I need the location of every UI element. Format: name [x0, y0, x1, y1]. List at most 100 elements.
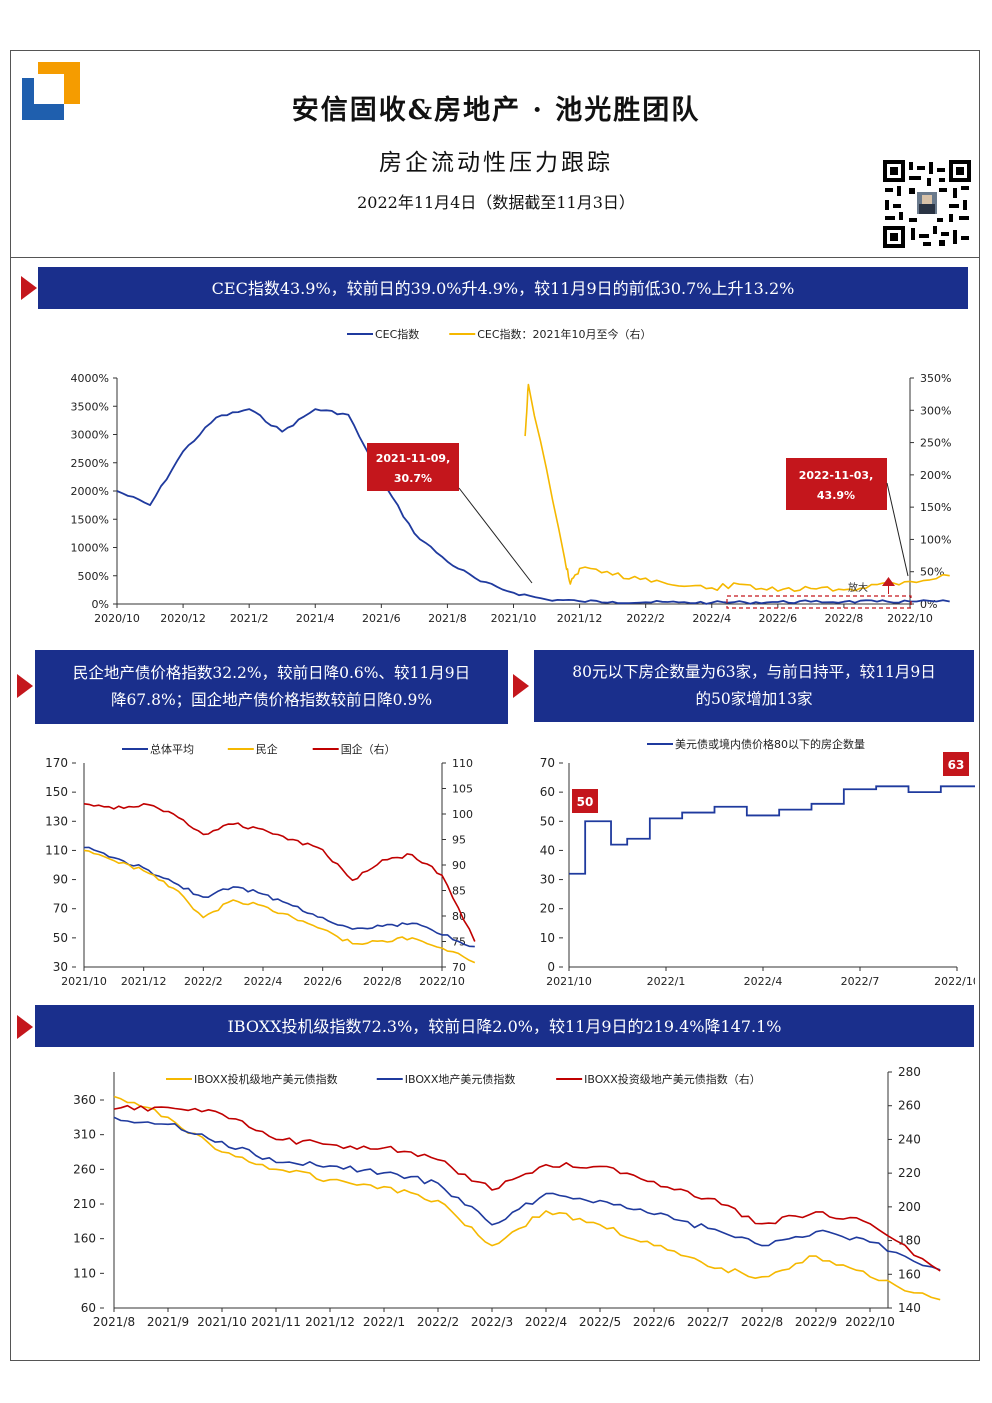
x-tick-label: 2021/6 [362, 612, 401, 625]
y-tick-label: 500% [78, 570, 109, 583]
qr-code-icon [883, 160, 971, 248]
series-line-private [83, 849, 476, 964]
y-tick-label: 10 [540, 931, 555, 945]
x-tick-label: 2021/4 [296, 612, 335, 625]
zoom-label: 放大 [848, 581, 868, 594]
annotation-text: 30.7% [394, 472, 432, 485]
legend-label: 美元债或境内债价格80以下的房企数量 [675, 737, 865, 751]
chart-cec: 4000% 3500% 3000% 2500% 2000% 1500% 1000% 500% 0… [71, 327, 952, 625]
x-tick-label: 2022/2 [417, 1315, 459, 1329]
legend-label: 总体平均 [150, 742, 194, 756]
x-tick-label: 2022/1 [647, 975, 686, 988]
y-tick-label: 260 [73, 1162, 96, 1176]
y2-tick-label: 200 [898, 1200, 921, 1214]
y2-tick-label: 95 [452, 834, 466, 847]
x-tick-label: 2022/7 [687, 1315, 729, 1329]
y-tick-label: 360 [73, 1093, 96, 1107]
y-tick-label: 90 [53, 873, 68, 887]
banner-iboxx-text: IBOXX投机级指数72.3%，较前日降2.0%，较11月9日的219.4%降1… [227, 1016, 782, 1036]
y-tick-label: 150 [45, 785, 68, 799]
y-tick-label: 50 [53, 931, 68, 945]
annotation-box [367, 443, 459, 491]
x-tick-label: 2021/2 [230, 612, 269, 625]
series-line-cec-right [524, 383, 950, 592]
x-tick-label: 2022/8 [825, 612, 864, 625]
x-tick-label: 2021/12 [121, 975, 167, 988]
x-tick-label: 2022/2 [626, 612, 665, 625]
red-triangle-icon [513, 674, 529, 698]
y2-tick-label: 105 [452, 783, 473, 796]
y-tick-label: 50 [540, 814, 555, 828]
y2-tick-label: 100 [452, 808, 473, 821]
y-tick-label: 110 [73, 1266, 96, 1280]
x-tick-label: 2022/4 [692, 612, 731, 625]
red-triangle-icon [17, 1015, 33, 1039]
x-tick-label: 2022/8 [741, 1315, 783, 1329]
x-tick-label: 2021/12 [305, 1315, 355, 1329]
y-tick-label: 1500% [71, 513, 109, 526]
x-tick-label: 2022/10 [887, 612, 933, 625]
banner-bond-price-line2: 降67.8%；国企地产债价格指数较前日降0.9% [110, 691, 433, 709]
y2-tick-label: 220 [898, 1166, 921, 1180]
annotation-text: 43.9% [817, 489, 855, 502]
annotation-box [943, 752, 969, 776]
y2-tick-label: 110 [452, 757, 473, 770]
y2-tick-label: 140 [898, 1301, 921, 1315]
x-tick-label: 2021/10 [61, 975, 107, 988]
y2-tick-label: 180 [898, 1234, 921, 1248]
x-tick-label: 2021/12 [557, 612, 603, 625]
annotation-leader [886, 482, 909, 577]
header-divider [10, 257, 980, 258]
y-tick-label: 40 [540, 843, 555, 857]
y-tick-label: 210 [73, 1197, 96, 1211]
x-tick-label: 2022/3 [471, 1315, 513, 1329]
y-tick-label: 310 [73, 1128, 96, 1142]
x-tick-label: 2020/12 [160, 612, 206, 625]
y2-tick-label: 260 [898, 1099, 921, 1113]
y-tick-label: 170 [45, 756, 68, 770]
y2-tick-label: 90 [452, 859, 466, 872]
y2-tick-label: 100% [920, 533, 951, 546]
banner-iboxx: IBOXX投机级指数72.3%，较前日降2.0%，较11月9日的219.4%降1… [35, 1005, 974, 1047]
legend-label: IBOXX投资级地产美元债指数（右） [584, 1072, 761, 1086]
y2-tick-label: 240 [898, 1132, 921, 1146]
x-tick-label: 2022/8 [363, 975, 402, 988]
series-line-cec [116, 408, 950, 605]
y2-tick-label: 160 [898, 1267, 921, 1281]
red-triangle-icon [21, 276, 37, 300]
legend-label: CEC指数：2021年10月至今（右） [477, 327, 651, 341]
y2-tick-label: 150% [920, 501, 951, 514]
report-frame [10, 50, 980, 1361]
y-tick-label: 160 [73, 1232, 96, 1246]
annotation-box [572, 789, 598, 813]
y2-tick-label: 70 [452, 961, 466, 974]
annotation-text: 63 [948, 758, 965, 772]
page-subtitle: 房企流动性压力跟踪 [379, 150, 613, 176]
x-tick-label: 2022/5 [579, 1315, 621, 1329]
banner-cec: CEC指数43.9%，较前日的39.0%升4.9%，较11月9日的前低30.7%… [38, 267, 968, 309]
x-tick-label: 2021/10 [546, 975, 592, 988]
y-tick-label: 1000% [71, 542, 109, 555]
page-date: 2022年11月4日（数据截至11月3日） [357, 193, 635, 212]
x-tick-label: 2021/11 [251, 1315, 301, 1329]
red-triangle-icon [17, 674, 33, 698]
x-tick-label: 2022/6 [303, 975, 342, 988]
legend-label: IBOXX投机级地产美元债指数 [194, 1072, 338, 1086]
legend-label: IBOXX地产美元债指数 [405, 1072, 516, 1086]
x-tick-label: 2022/10 [845, 1315, 895, 1329]
zoom-arrow-icon [882, 577, 895, 594]
x-tick-label: 2021/10 [491, 612, 537, 625]
chart-bond-price: 1701501301109070503011010510095908580757… [45, 742, 476, 988]
y-tick-label: 2000% [71, 485, 109, 498]
y2-tick-label: 300% [920, 404, 951, 417]
series-line-count [569, 785, 975, 875]
banner-cec-text: CEC指数43.9%，较前日的39.0%升4.9%，较11月9日的前低30.7%… [211, 278, 795, 298]
x-tick-label: 2022/2 [184, 975, 223, 988]
anxin-logo [20, 60, 82, 122]
legend-label: 国企（右） [341, 742, 396, 756]
banner-bond-price-line1: 民企地产债价格指数32.2%，较前日降0.6%、较11月9日 [72, 664, 471, 682]
x-tick-label: 2021/10 [197, 1315, 247, 1329]
chart-iboxx: 360 310 260 210 160 110 60 280 260 240 220 200 180 16… [73, 1065, 941, 1329]
x-tick-label: 2022/6 [758, 612, 797, 625]
y-tick-label: 60 [540, 785, 555, 799]
